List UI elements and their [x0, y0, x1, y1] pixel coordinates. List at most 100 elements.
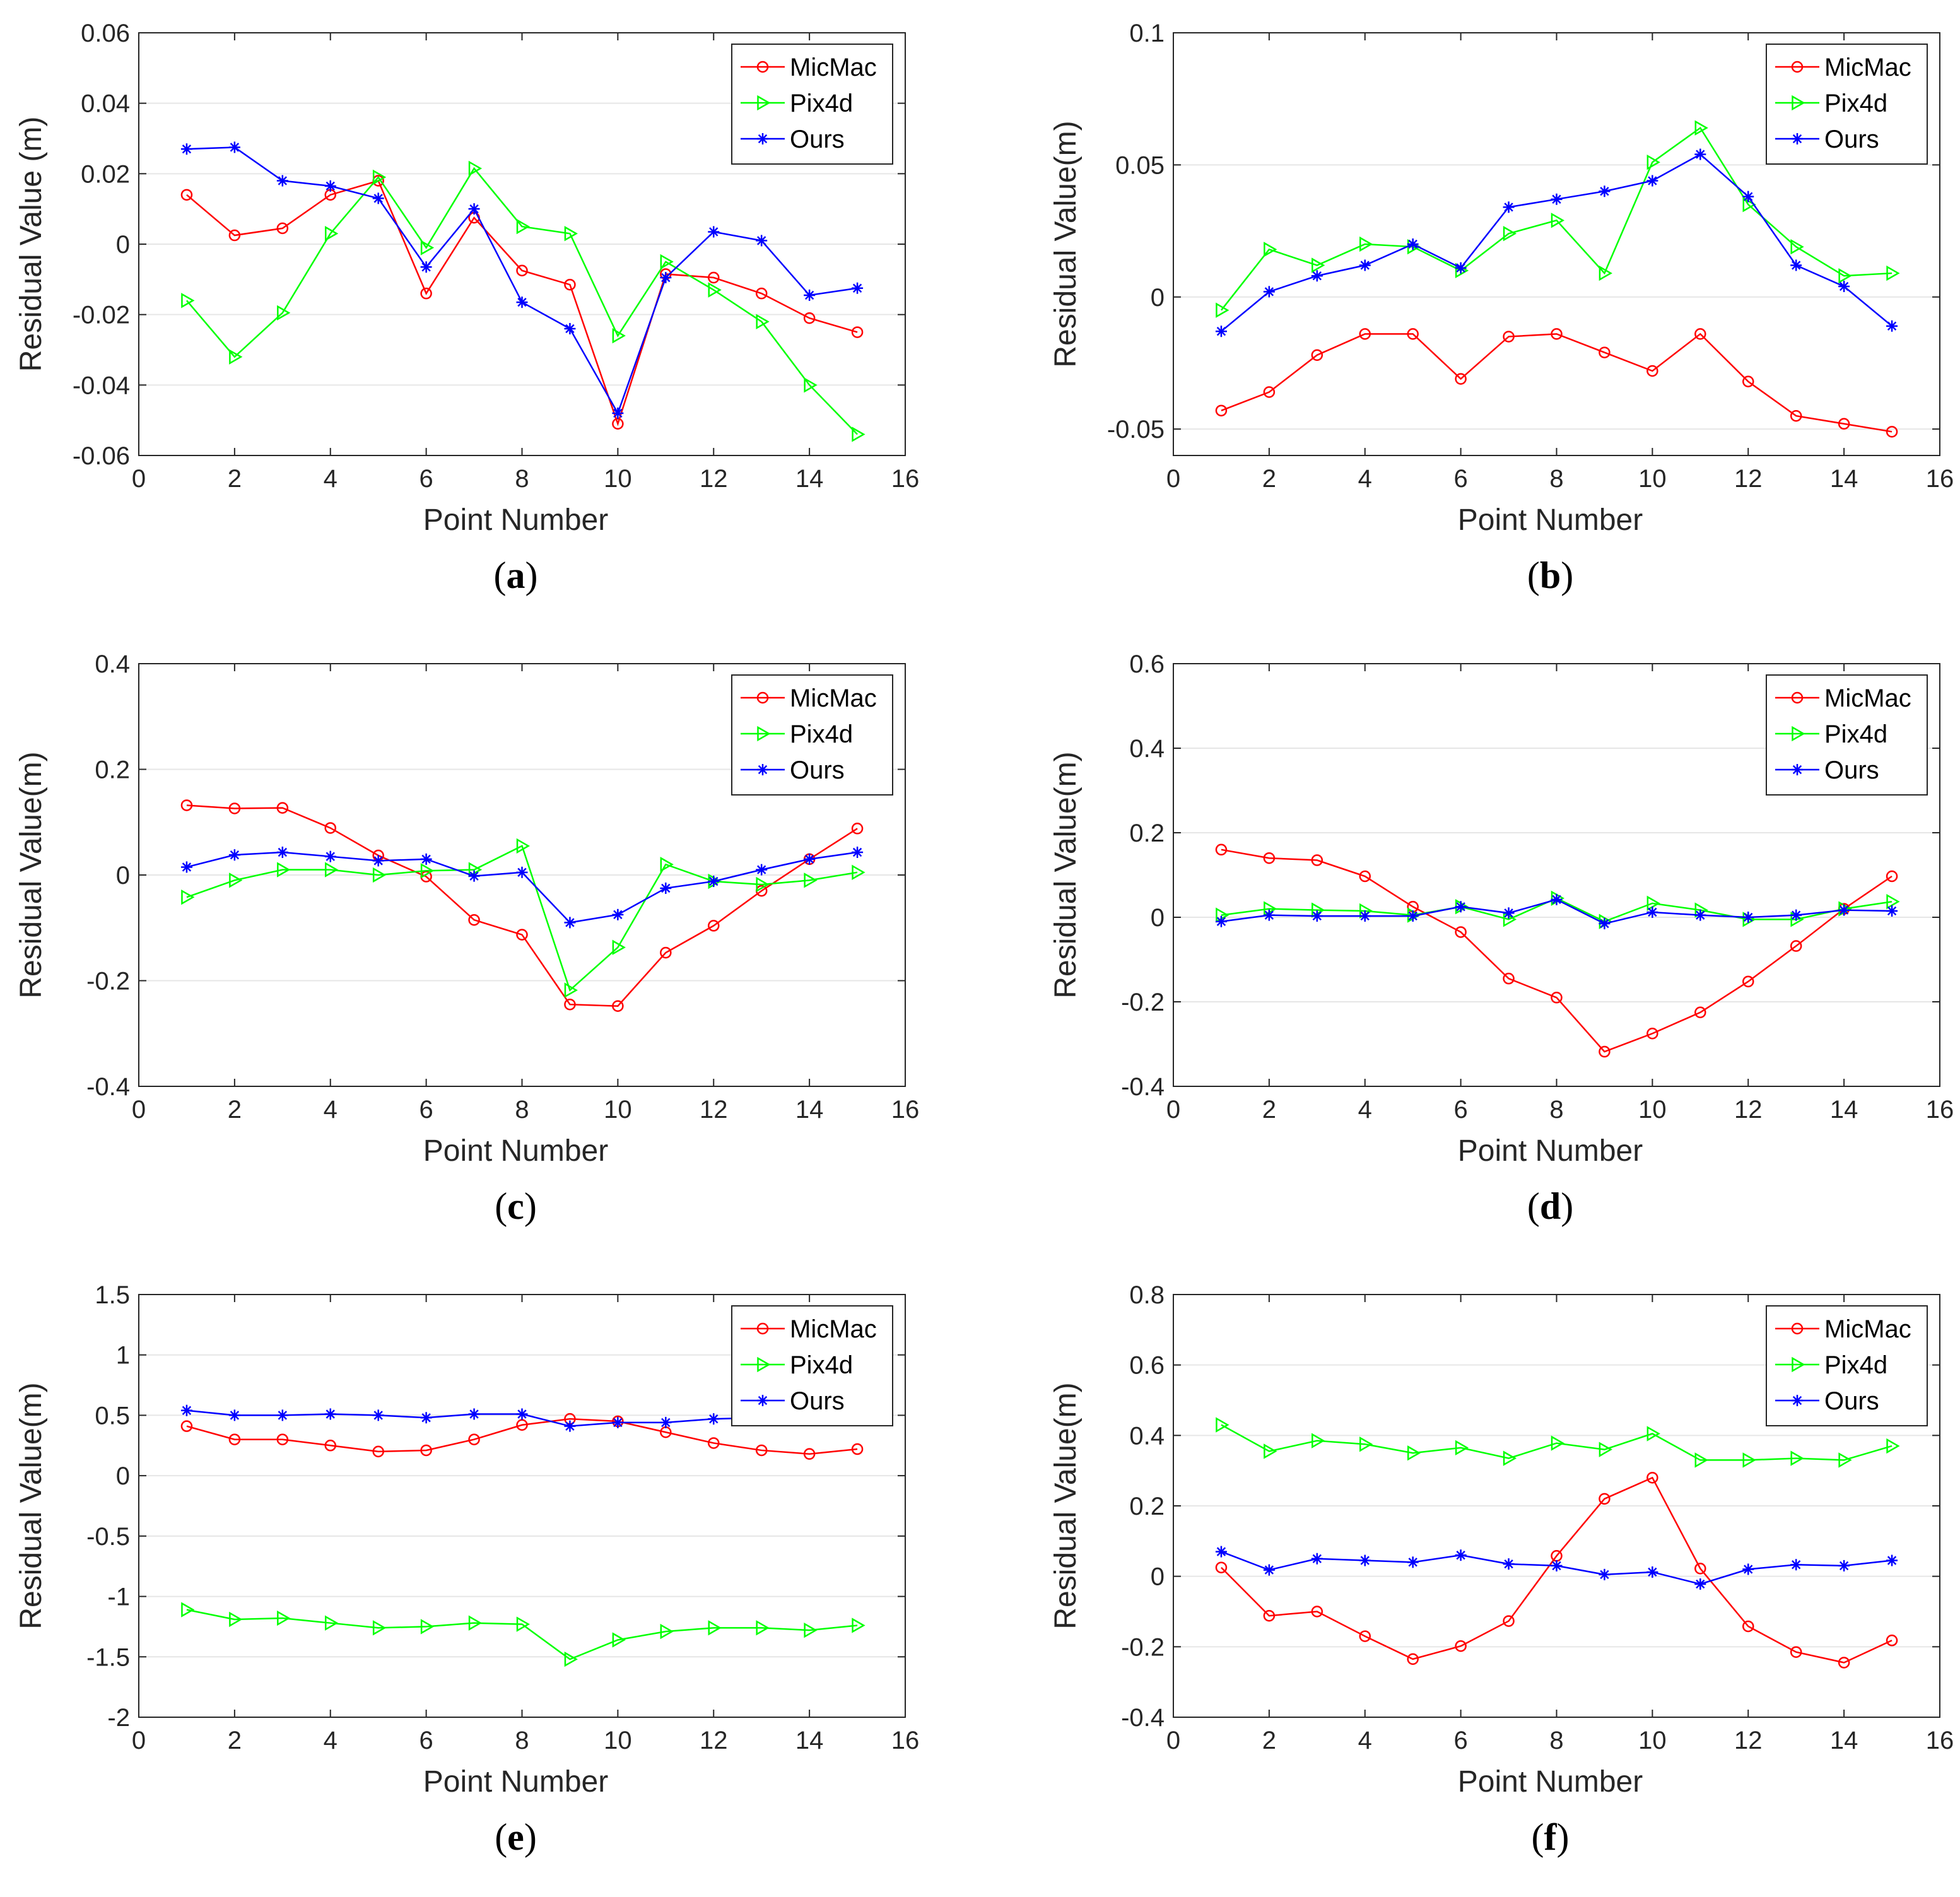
legend-entry-ours: Ours	[1775, 126, 1879, 153]
x-tick-label: 14	[795, 1727, 824, 1754]
x-tick-label: 6	[1454, 465, 1468, 493]
data-point	[1359, 1436, 1373, 1452]
y-tick-label: 0	[1151, 1563, 1165, 1591]
series-line	[1221, 332, 1893, 433]
data-point	[852, 864, 866, 880]
data-point	[1694, 1452, 1708, 1468]
legend-label: MicMac	[790, 54, 877, 81]
x-tick-label: 16	[891, 1096, 920, 1124]
data-point	[1599, 185, 1611, 197]
data-point	[1407, 910, 1419, 922]
data-point	[1455, 1440, 1469, 1456]
legend-label: Ours	[1824, 126, 1879, 153]
data-point	[1694, 120, 1708, 136]
panel-label: (f)	[1532, 1816, 1570, 1858]
data-point	[660, 254, 674, 270]
y-tick-label: 1.5	[95, 1281, 130, 1309]
data-point	[229, 349, 243, 365]
y-tick-label: 0	[116, 231, 130, 259]
legend-entry-pix4d: Pix4d	[741, 90, 853, 117]
y-tick-label: 0.6	[1129, 650, 1165, 678]
legend-marker	[1792, 133, 1803, 144]
x-tick-label: 10	[1638, 465, 1667, 493]
legend: MicMac Pix4d Ours	[731, 674, 893, 796]
legend-entry-ours: Ours	[1775, 756, 1879, 784]
x-tick-label: 4	[1358, 465, 1372, 493]
y-tick-label: 0.4	[95, 650, 130, 678]
data-point	[1694, 1006, 1706, 1018]
data-point	[181, 890, 195, 905]
data-point	[276, 802, 289, 814]
series-ours	[1215, 893, 1898, 930]
series-pix4d	[181, 160, 866, 442]
data-point	[1455, 373, 1467, 385]
legend-marker	[757, 133, 768, 144]
data-point	[1455, 926, 1467, 938]
data-point	[564, 998, 576, 1011]
data-point	[1599, 918, 1611, 930]
data-point	[564, 278, 576, 291]
series-ours	[1215, 148, 1898, 338]
data-point	[1694, 328, 1706, 340]
data-point	[612, 939, 626, 955]
legend-marker	[757, 725, 771, 742]
data-point	[1790, 409, 1802, 422]
x-tick-label: 0	[1166, 1096, 1180, 1124]
data-point	[1216, 302, 1229, 318]
legend-entry-pix4d: Pix4d	[741, 720, 853, 748]
data-point	[516, 1408, 528, 1420]
data-point	[1407, 328, 1419, 340]
y-axis: -0.06 -0.04 -0.02 0 0.02 0.04 0.06	[73, 20, 905, 470]
x-tick-label: 16	[891, 465, 920, 493]
y-axis: -2 -1.5 -1 -0.5 0 0.5 1 1.5	[86, 1281, 905, 1732]
data-point	[180, 189, 193, 201]
data-point	[660, 857, 674, 872]
data-point	[420, 240, 435, 255]
data-point	[1599, 346, 1611, 358]
data-point	[372, 1445, 384, 1458]
x-tick-label: 0	[132, 465, 146, 493]
x-tick-label: 6	[420, 465, 433, 493]
x-tick-label: 4	[1358, 1727, 1372, 1754]
legend-label: MicMac	[1824, 54, 1911, 81]
data-point	[1694, 1578, 1706, 1590]
data-point	[1311, 1606, 1323, 1618]
data-point	[516, 1419, 528, 1431]
data-point	[228, 1433, 241, 1445]
legend-marker	[1792, 1356, 1805, 1373]
data-point	[612, 1000, 624, 1012]
x-tick-label: 2	[1262, 1727, 1276, 1754]
x-tick-label: 0	[1166, 1727, 1180, 1754]
x-tick-label: 10	[604, 1727, 632, 1754]
data-point	[1886, 426, 1898, 438]
data-point	[276, 175, 288, 187]
legend: MicMac Pix4d Ours	[1766, 44, 1928, 165]
x-tick-label: 6	[420, 1096, 433, 1124]
x-tick-label: 8	[515, 1096, 529, 1124]
legend-label: Pix4d	[790, 90, 853, 117]
data-point	[1215, 1561, 1228, 1573]
series-ours	[1215, 1546, 1898, 1590]
legend-marker	[756, 691, 769, 704]
legend-marker	[757, 1356, 771, 1373]
legend-marker	[756, 1322, 769, 1335]
data-point	[180, 1420, 193, 1432]
data-point	[228, 802, 241, 814]
legend-label: Pix4d	[1824, 90, 1887, 117]
data-point	[852, 846, 864, 858]
data-point	[708, 876, 720, 888]
x-tick-label: 10	[604, 465, 632, 493]
legend-marker	[757, 95, 771, 111]
legend-entry-ours: Ours	[741, 126, 845, 153]
data-point	[708, 920, 720, 932]
data-point	[1599, 1442, 1612, 1457]
legend-entry-pix4d: Pix4d	[1775, 720, 1887, 748]
data-point	[804, 853, 816, 865]
legend-entry-micmac: MicMac	[1775, 1315, 1911, 1343]
data-point	[1694, 909, 1706, 921]
series-line	[185, 167, 858, 435]
data-point	[1263, 1609, 1276, 1622]
data-point	[420, 863, 435, 879]
data-point	[1263, 909, 1275, 921]
y-tick-label: 0.05	[1115, 151, 1165, 179]
